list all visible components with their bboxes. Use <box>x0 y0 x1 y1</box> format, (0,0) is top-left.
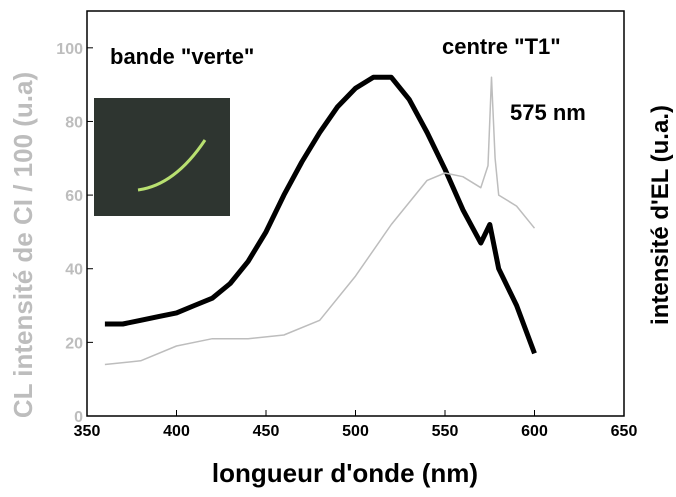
x-tick-label: 600 <box>521 423 548 440</box>
annotation: centre "T1" <box>442 34 561 59</box>
y-tick-label: 40 <box>65 262 83 279</box>
y2-axis-label: intensité d'EL (u.a.) <box>647 105 674 325</box>
annotation: 575 nm <box>510 100 586 125</box>
x-tick-label: 350 <box>74 423 101 440</box>
x-tick-label: 500 <box>342 423 369 440</box>
inset-glow <box>137 139 207 192</box>
x-tick-label: 450 <box>253 423 280 440</box>
x-tick-label: 400 <box>163 423 190 440</box>
line-series <box>104 76 536 366</box>
x-tick-label: 550 <box>432 423 459 440</box>
y-tick-label: 20 <box>65 335 83 352</box>
x-tick-label: 650 <box>611 423 638 440</box>
annotation: bande "verte" <box>110 44 254 69</box>
y-tick-label: 80 <box>65 114 83 131</box>
y-tick-label: 60 <box>65 188 83 205</box>
line-series <box>104 74 537 355</box>
y-tick-label: 100 <box>56 41 83 58</box>
inset-photo <box>94 98 230 216</box>
y-axis-label: CL intensité de CI / 100 (u.a) <box>8 72 38 418</box>
y-tick-label: 0 <box>74 409 83 426</box>
x-axis-label: longueur d'onde (nm) <box>212 458 478 488</box>
